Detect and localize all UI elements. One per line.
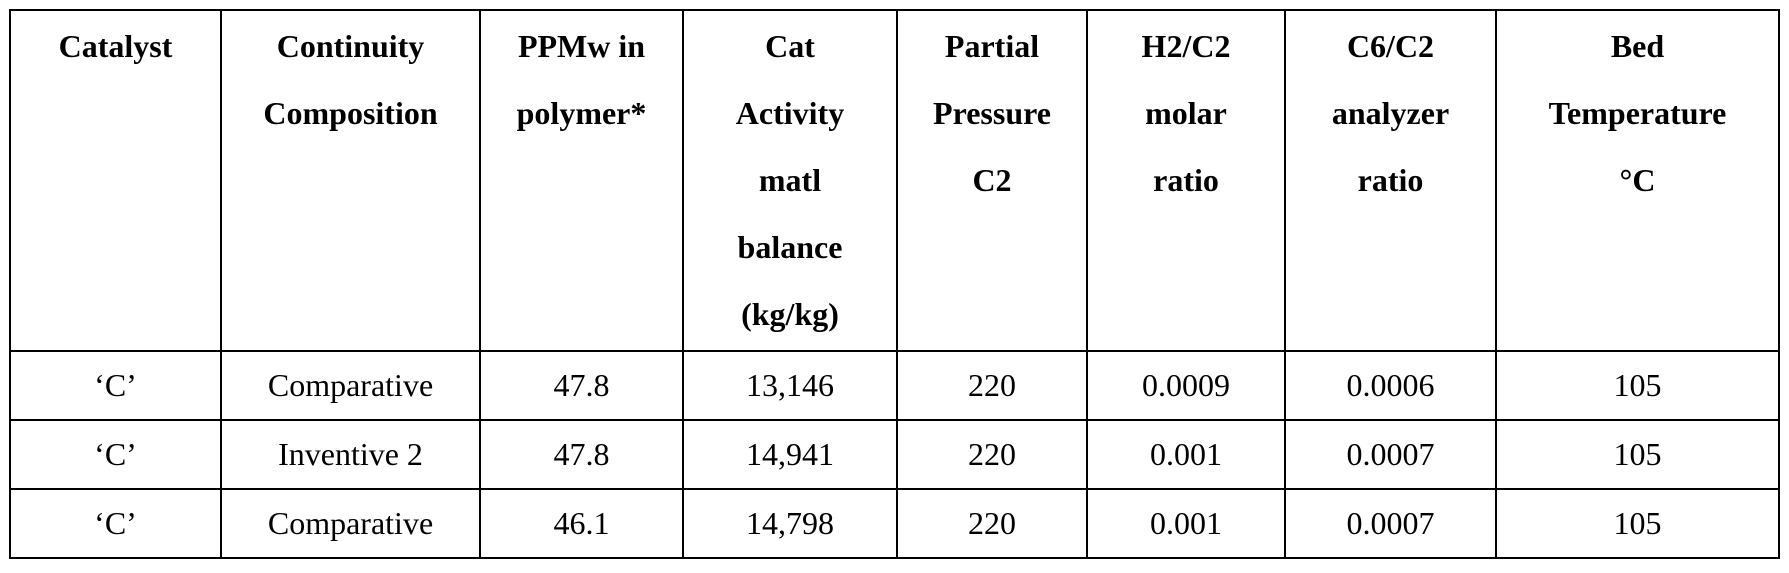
table-cell: 46.1 <box>480 489 683 558</box>
header-line: C2 <box>898 147 1086 214</box>
header-line: C6/C2 <box>1286 13 1495 80</box>
table-body: ‘C’Comparative47.813,1462200.00090.00061… <box>10 351 1779 558</box>
table-cell: Inventive 2 <box>221 420 480 489</box>
header-line: °C <box>1497 147 1778 214</box>
header-cell: CatActivitymatlbalance(kg/kg) <box>683 10 897 351</box>
table-cell: ‘C’ <box>10 420 221 489</box>
header-line: Continuity <box>222 13 479 80</box>
table-cell: 0.0007 <box>1285 489 1496 558</box>
header-line: (kg/kg) <box>684 281 896 348</box>
table-cell: 47.8 <box>480 351 683 420</box>
table-cell: 105 <box>1496 351 1779 420</box>
table-cell: 220 <box>897 351 1087 420</box>
header-cell: PartialPressureC2 <box>897 10 1087 351</box>
header-line: PPMw in <box>481 13 682 80</box>
header-line: H2/C2 <box>1088 13 1284 80</box>
header-line: analyzer <box>1286 80 1495 147</box>
header-line: Activity <box>684 80 896 147</box>
table-cell: 14,798 <box>683 489 897 558</box>
header-row: CatalystContinuityCompositionPPMw inpoly… <box>10 10 1779 351</box>
header-cell: PPMw inpolymer* <box>480 10 683 351</box>
table-cell: 0.001 <box>1087 489 1285 558</box>
table-row: ‘C’Comparative47.813,1462200.00090.00061… <box>10 351 1779 420</box>
table-cell: 13,146 <box>683 351 897 420</box>
table-row: ‘C’Comparative46.114,7982200.0010.000710… <box>10 489 1779 558</box>
table-cell: 0.0009 <box>1087 351 1285 420</box>
header-line: ratio <box>1286 147 1495 214</box>
header-cell: H2/C2molarratio <box>1087 10 1285 351</box>
table-cell: 47.8 <box>480 420 683 489</box>
table-cell: 105 <box>1496 420 1779 489</box>
header-line: Pressure <box>898 80 1086 147</box>
header-line: ratio <box>1088 147 1284 214</box>
table-cell: 0.001 <box>1087 420 1285 489</box>
header-cell: C6/C2analyzerratio <box>1285 10 1496 351</box>
table-cell: 14,941 <box>683 420 897 489</box>
table-cell: 105 <box>1496 489 1779 558</box>
header-line: Cat <box>684 13 896 80</box>
header-cell: Catalyst <box>10 10 221 351</box>
header-line: Partial <box>898 13 1086 80</box>
table-cell: ‘C’ <box>10 351 221 420</box>
header-line: molar <box>1088 80 1284 147</box>
header-line: polymer* <box>481 80 682 147</box>
table-cell: 0.0007 <box>1285 420 1496 489</box>
table-cell: 0.0006 <box>1285 351 1496 420</box>
header-line: matl <box>684 147 896 214</box>
header-cell: BedTemperature°C <box>1496 10 1779 351</box>
header-cell: ContinuityComposition <box>221 10 480 351</box>
header-line: Temperature <box>1497 80 1778 147</box>
data-table: CatalystContinuityCompositionPPMw inpoly… <box>9 9 1780 559</box>
table-row: ‘C’Inventive 247.814,9412200.0010.000710… <box>10 420 1779 489</box>
table-cell: ‘C’ <box>10 489 221 558</box>
table-cell: Comparative <box>221 351 480 420</box>
table-cell: 220 <box>897 420 1087 489</box>
header-line: balance <box>684 214 896 281</box>
header-line: Composition <box>222 80 479 147</box>
table-cell: 220 <box>897 489 1087 558</box>
table-cell: Comparative <box>221 489 480 558</box>
header-line: Bed <box>1497 13 1778 80</box>
header-line: Catalyst <box>11 13 220 80</box>
